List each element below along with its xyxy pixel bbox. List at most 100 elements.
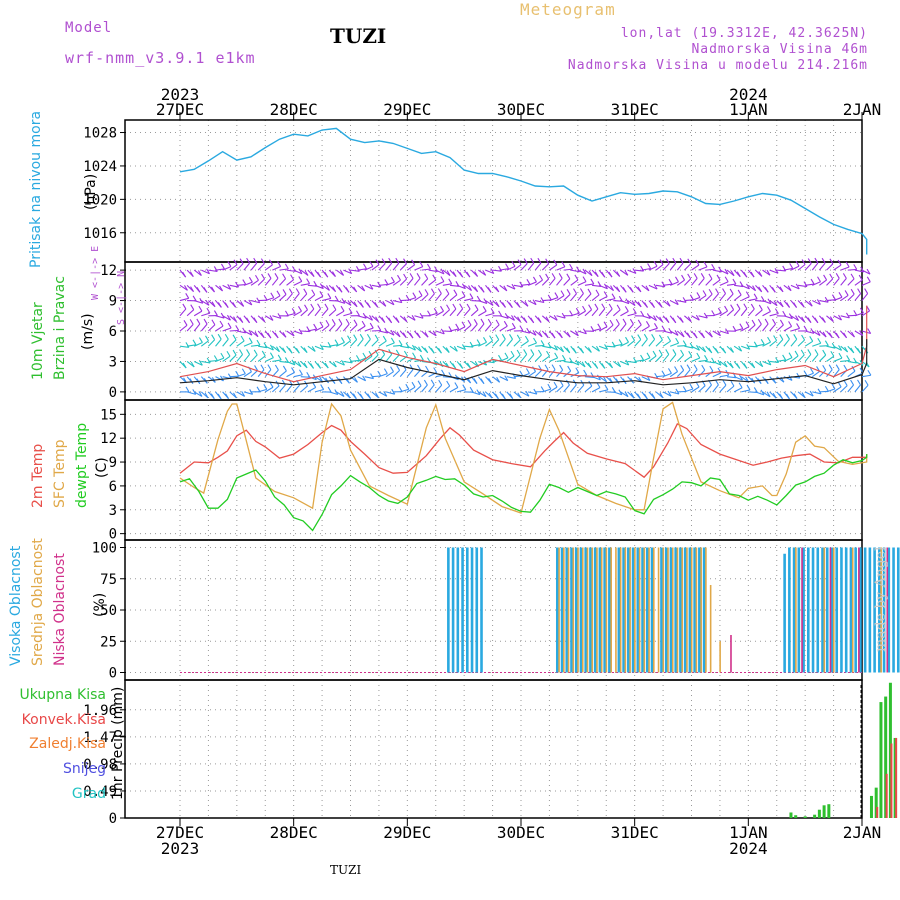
wind-barb-flag bbox=[303, 347, 308, 353]
wind-barb-flag bbox=[334, 295, 339, 302]
wind-barb-flag bbox=[224, 302, 229, 308]
wind-barb-flag bbox=[206, 357, 211, 364]
wind-barb-flag bbox=[624, 306, 629, 312]
wind-barb-flag bbox=[739, 374, 743, 381]
pressure-line bbox=[179, 127, 868, 255]
wind-barb-flag bbox=[503, 285, 508, 292]
wind-barb-flag bbox=[702, 346, 707, 353]
wind-barb-flag bbox=[793, 393, 798, 399]
wind-barb-shaft bbox=[705, 370, 714, 378]
wind-barb-flag bbox=[235, 281, 240, 288]
wind-barb-flag bbox=[730, 270, 735, 276]
wind-barb-shaft bbox=[776, 359, 786, 362]
wind-barb-flag bbox=[253, 257, 258, 264]
wind-barb-shaft bbox=[243, 330, 253, 336]
wind-barb-shaft bbox=[350, 359, 360, 362]
wind-barb-shaft bbox=[385, 262, 393, 271]
wind-barb-shaft bbox=[179, 297, 189, 302]
wind-barb-flag bbox=[637, 319, 642, 326]
wind-barb-shaft bbox=[805, 330, 814, 334]
model-name: wrf-nmm_v3.9.1 e1km bbox=[65, 49, 256, 67]
wind-barb-flag bbox=[377, 370, 382, 377]
wind-barb-flag bbox=[573, 288, 577, 294]
wind-barb-flag bbox=[519, 370, 524, 377]
wind-barb-flag bbox=[390, 276, 395, 283]
wind-barb-flag bbox=[338, 286, 343, 293]
precip-legend-convective: Konvek.Kisa bbox=[21, 712, 106, 728]
wind-barb-shaft bbox=[264, 278, 272, 286]
x-tick-label-bottom: 29DEC bbox=[383, 823, 431, 842]
wind-barb-shaft bbox=[783, 357, 793, 362]
wind-barb-flag bbox=[795, 315, 800, 321]
wind-barb-flag bbox=[622, 287, 627, 293]
wind-barb-flag bbox=[611, 293, 616, 299]
wind-barb-flag bbox=[352, 393, 357, 399]
wind-barb-flag bbox=[260, 364, 265, 371]
wind-barb-shaft bbox=[421, 293, 429, 301]
wind-barb-shaft bbox=[385, 330, 395, 336]
wind-barb-flag bbox=[864, 379, 869, 386]
wind-barb-flag bbox=[807, 349, 812, 355]
wind-barb-flag bbox=[766, 269, 771, 276]
y-tick-label: 75 bbox=[100, 572, 117, 588]
x-tick-year-bottom: 2024 bbox=[729, 839, 768, 858]
wind-barb-shaft bbox=[733, 328, 743, 332]
wind-barb-shaft bbox=[826, 263, 834, 271]
wind-barb-flag bbox=[298, 268, 303, 274]
wind-barb-flag bbox=[446, 304, 451, 311]
wind-barb-flag bbox=[220, 375, 224, 382]
wind-barb-flag bbox=[582, 305, 587, 312]
x-tick-label-bottom: 30DEC bbox=[497, 823, 545, 842]
wind-barb-flag bbox=[579, 288, 584, 294]
wind-barb-flag bbox=[524, 335, 529, 342]
wind-barb-flag bbox=[604, 344, 609, 350]
wind-barb-shaft bbox=[755, 309, 763, 317]
wind-barb-flag bbox=[466, 362, 471, 369]
wind-barb-shaft bbox=[307, 345, 316, 352]
wind-barb-shaft bbox=[293, 280, 303, 286]
wind-barb-flag bbox=[821, 317, 826, 323]
wind-barb-shaft bbox=[577, 269, 587, 275]
wind-barb-shaft bbox=[748, 345, 758, 348]
wind-barb-shaft bbox=[691, 296, 701, 302]
wind-barb-flag bbox=[509, 393, 514, 399]
wind-barb-shaft bbox=[584, 293, 592, 301]
wind-barb-flag bbox=[666, 300, 671, 307]
wind-barb-flag bbox=[582, 276, 587, 282]
wind-barb-flag bbox=[419, 261, 424, 267]
wind-barb-flag bbox=[430, 379, 435, 386]
wind-barb-flag bbox=[397, 274, 401, 281]
wind-barb-flag bbox=[220, 352, 225, 359]
wind-barb-flag bbox=[724, 268, 729, 275]
wind-barb-flag bbox=[838, 352, 843, 359]
wind-barb-shaft bbox=[321, 297, 331, 302]
wind-barb-flag bbox=[738, 345, 743, 352]
wind-barb-flag bbox=[260, 258, 265, 264]
wind-barb-flag bbox=[359, 393, 364, 400]
precip-legend-freezing: Zaledj.Kisa bbox=[29, 736, 106, 752]
wind-barb-flag bbox=[824, 296, 829, 303]
pressure-side-label: Pritisak na nivou mora bbox=[28, 110, 44, 268]
wind-barb-shaft bbox=[797, 339, 805, 347]
wind-barb-flag bbox=[382, 301, 387, 307]
wind-barb-flag bbox=[681, 274, 686, 281]
wind-barb-flag bbox=[580, 347, 585, 354]
wind-barb-flag bbox=[432, 274, 437, 281]
precip-legend-graupel: Grad bbox=[71, 786, 106, 802]
wind-barb-flag bbox=[295, 347, 300, 354]
wind-barb-flag bbox=[703, 261, 708, 268]
y-tick-label: 9 bbox=[109, 455, 117, 471]
wind-barb-flag bbox=[822, 364, 827, 371]
wind-barb-shaft bbox=[513, 264, 522, 271]
wind-barb-flag bbox=[615, 318, 620, 325]
wind-barb-shaft bbox=[620, 310, 629, 317]
wind-barb-shaft bbox=[357, 268, 367, 271]
wind-barb-flag bbox=[674, 299, 679, 305]
wind-barb-shaft bbox=[790, 284, 800, 290]
wind-barb-shaft bbox=[776, 339, 784, 347]
wind-barb-flag bbox=[838, 345, 843, 351]
wind-barb-shaft bbox=[790, 355, 799, 362]
wind-barb-flag bbox=[288, 288, 293, 294]
wind-barb-shaft bbox=[591, 345, 600, 352]
wind-barb-flag bbox=[290, 274, 295, 281]
